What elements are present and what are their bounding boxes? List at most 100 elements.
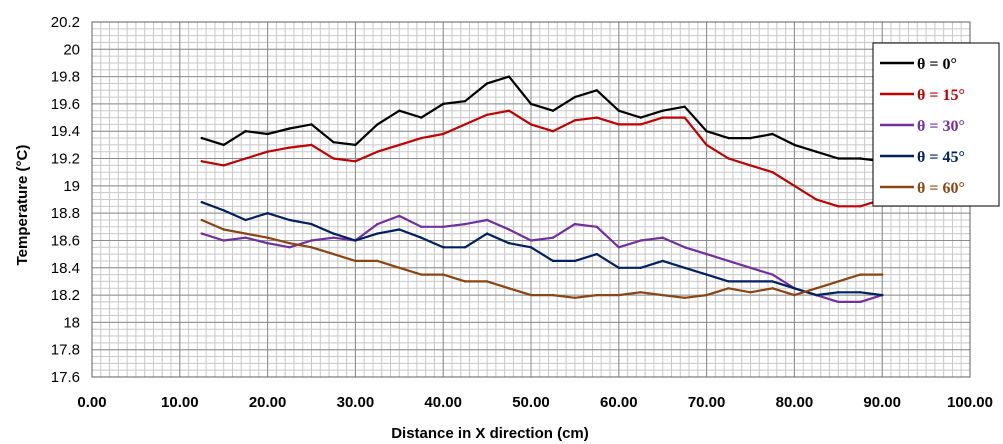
data-point-series-5 <box>310 246 313 249</box>
data-point-series-4 <box>859 291 862 294</box>
data-point-series-2 <box>507 109 511 112</box>
data-point-series-5 <box>705 293 708 297</box>
data-point-series-3 <box>639 239 642 242</box>
data-point-series-5 <box>639 291 642 294</box>
data-point-series-3 <box>617 246 620 249</box>
data-point-series-3 <box>551 236 555 239</box>
data-point-series-5 <box>771 287 774 290</box>
data-point-series-1 <box>727 136 730 140</box>
series-line-1 <box>200 75 884 163</box>
y-axis-title: Temperature (°C) <box>14 145 31 266</box>
series-lines <box>200 75 884 304</box>
data-point-series-2 <box>727 157 730 160</box>
data-point-series-4 <box>573 259 577 263</box>
data-point-series-5 <box>332 252 335 256</box>
grid-lines <box>91 21 971 378</box>
data-point-series-4 <box>354 239 357 242</box>
data-point-series-4 <box>551 259 555 263</box>
legend-label-4: θ = 45° <box>917 149 965 166</box>
data-point-series-4 <box>683 266 686 269</box>
data-point-series-4 <box>617 266 620 269</box>
data-point-series-3 <box>420 225 423 228</box>
legend: θ = 0° θ = 15° θ = 30° θ = 45° θ = 60° <box>872 42 1000 207</box>
data-point-series-5 <box>595 293 598 297</box>
y-axis-tick-labels: 17.6 17.8 18 18.2 18.4 18.6 18.8 19 19.2 19.4 19.6… <box>51 14 80 386</box>
y-tick-label: 18 <box>63 314 80 331</box>
data-point-series-3 <box>859 300 862 304</box>
data-point-series-5 <box>617 293 620 297</box>
x-tick-label: 100.00 <box>947 394 993 411</box>
data-point-series-4 <box>310 222 313 226</box>
data-point-series-1 <box>200 136 203 140</box>
data-point-series-3 <box>398 214 401 218</box>
data-point-series-3 <box>683 246 686 249</box>
legend-label-3: θ = 30° <box>917 118 965 135</box>
x-tick-label: 70.00 <box>688 394 726 411</box>
data-point-series-4 <box>442 246 445 249</box>
data-point-series-3 <box>463 222 467 226</box>
data-point-series-2 <box>266 150 269 153</box>
data-point-series-2 <box>420 136 423 140</box>
data-point-series-5 <box>442 273 445 276</box>
data-point-series-2 <box>244 157 247 160</box>
data-point-series-5 <box>815 287 818 290</box>
data-point-series-4 <box>222 209 225 212</box>
data-point-series-2 <box>463 123 467 126</box>
data-point-series-5 <box>376 259 379 263</box>
x-tick-label: 20.00 <box>249 394 287 411</box>
data-point-series-2 <box>354 160 357 163</box>
data-point-series-4 <box>793 287 796 290</box>
data-point-series-4 <box>705 273 708 276</box>
data-point-series-2 <box>529 123 533 126</box>
data-point-series-4 <box>771 280 774 283</box>
data-point-series-1 <box>310 123 313 126</box>
data-point-series-4 <box>266 212 269 215</box>
data-point-series-2 <box>310 143 313 147</box>
data-point-series-3 <box>266 242 269 245</box>
data-point-series-5 <box>244 232 247 235</box>
data-point-series-4 <box>376 232 379 235</box>
data-point-series-4 <box>661 259 664 263</box>
legend-items: θ = 0° θ = 15° θ = 30° θ = 45° θ = 60° <box>880 56 965 197</box>
data-point-series-3 <box>200 232 203 235</box>
data-point-series-4 <box>727 280 730 283</box>
y-tick-label: 17.8 <box>51 342 80 359</box>
data-point-series-4 <box>507 242 511 245</box>
data-point-series-1 <box>222 143 225 147</box>
data-point-series-1 <box>332 141 335 144</box>
data-point-series-5 <box>398 266 401 269</box>
y-tick-label: 18.4 <box>51 260 80 277</box>
data-point-series-2 <box>705 143 708 147</box>
y-tick-label: 17.6 <box>51 369 80 386</box>
x-tick-label: 0.00 <box>77 394 106 411</box>
x-tick-label: 30.00 <box>337 394 375 411</box>
data-point-series-4 <box>463 246 467 249</box>
data-point-series-2 <box>771 171 774 174</box>
data-point-series-5 <box>727 287 730 290</box>
data-point-series-3 <box>507 228 511 231</box>
data-point-series-2 <box>859 205 862 208</box>
y-tick-label: 19.8 <box>51 69 80 86</box>
data-point-series-2 <box>683 116 686 119</box>
data-point-series-2 <box>749 164 752 167</box>
data-point-series-3 <box>837 300 840 304</box>
data-point-series-2 <box>485 113 489 117</box>
data-point-series-5 <box>266 236 269 239</box>
data-point-series-1 <box>639 116 642 119</box>
x-tick-label: 10.00 <box>161 394 199 411</box>
data-point-series-1 <box>354 143 357 147</box>
x-tick-label: 50.00 <box>512 394 550 411</box>
data-point-series-1 <box>507 75 511 78</box>
data-point-series-3 <box>288 246 291 249</box>
data-point-series-5 <box>551 293 555 297</box>
data-point-series-1 <box>683 105 686 108</box>
legend-label-2: θ = 15° <box>917 87 965 104</box>
data-point-series-1 <box>442 102 445 106</box>
x-tick-label: 60.00 <box>600 394 638 411</box>
data-point-series-3 <box>573 222 577 226</box>
data-point-series-5 <box>859 273 862 276</box>
data-point-series-3 <box>442 225 445 228</box>
y-tick-label: 18.8 <box>51 205 80 222</box>
data-point-series-5 <box>200 218 203 222</box>
